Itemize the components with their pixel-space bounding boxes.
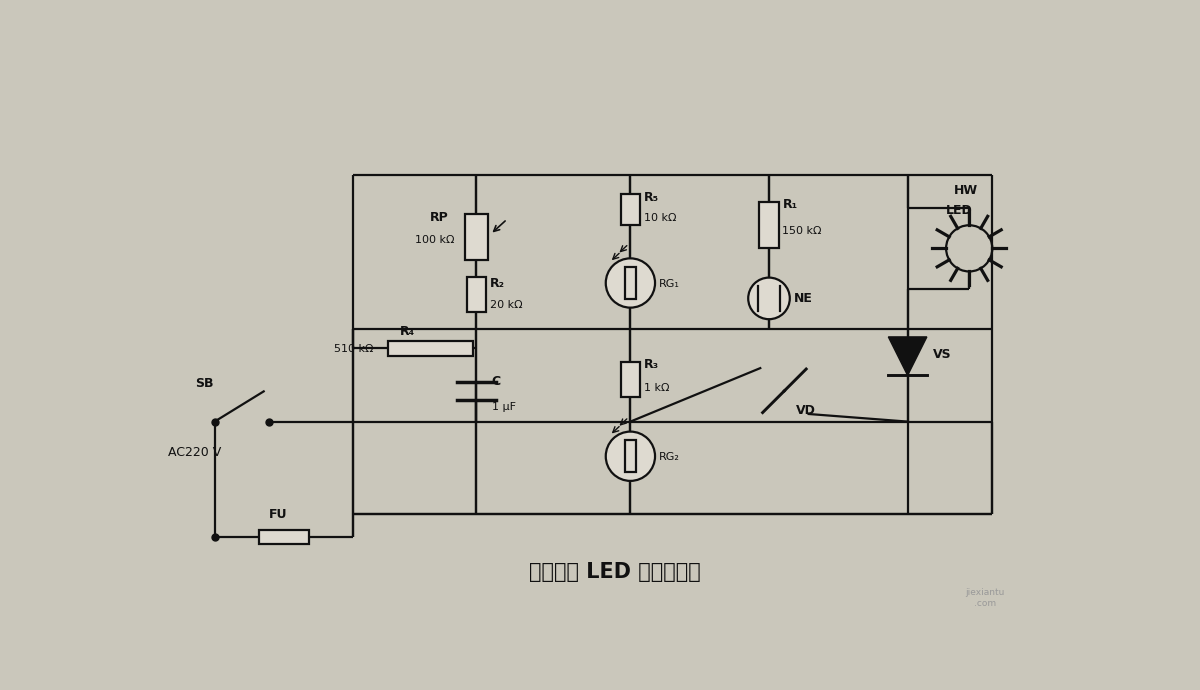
Text: SB: SB	[196, 377, 214, 390]
Text: 20 kΩ: 20 kΩ	[490, 300, 522, 310]
Text: AC220 V: AC220 V	[168, 446, 222, 460]
Bar	[620, 362, 640, 397]
Text: RG₂: RG₂	[659, 452, 679, 462]
Text: .com: .com	[973, 600, 996, 609]
Text: 10 kΩ: 10 kΩ	[644, 213, 677, 224]
Text: 100 kΩ: 100 kΩ	[415, 235, 455, 245]
Text: 楼道光控 LED 灯电路原理: 楼道光控 LED 灯电路原理	[529, 562, 701, 582]
Text: 150 kΩ: 150 kΩ	[782, 226, 822, 237]
Text: 1 kΩ: 1 kΩ	[644, 383, 670, 393]
Text: RP: RP	[431, 211, 449, 224]
Text: FU: FU	[269, 508, 287, 521]
Text: C: C	[492, 375, 500, 388]
Bar	[625, 440, 636, 473]
Text: VD: VD	[796, 404, 816, 417]
Circle shape	[749, 277, 790, 319]
Circle shape	[606, 432, 655, 481]
Text: R₅: R₅	[644, 190, 659, 204]
Bar	[620, 195, 640, 225]
Text: R₃: R₃	[644, 357, 659, 371]
Text: R₄: R₄	[400, 324, 414, 337]
Bar	[625, 267, 636, 299]
Text: 510 kΩ: 510 kΩ	[334, 344, 373, 354]
Polygon shape	[774, 369, 806, 402]
Text: R₁: R₁	[782, 198, 798, 211]
Bar	[467, 277, 486, 312]
Text: R₂: R₂	[490, 277, 505, 290]
Bar	[760, 202, 779, 248]
Text: 1 μF: 1 μF	[492, 402, 516, 412]
Circle shape	[606, 258, 655, 308]
Text: NE: NE	[793, 293, 812, 305]
Polygon shape	[763, 380, 796, 413]
Bar	[259, 530, 308, 544]
Text: jiexiantu: jiexiantu	[965, 588, 1004, 597]
Polygon shape	[888, 337, 926, 375]
Text: LED: LED	[946, 204, 973, 217]
Text: HW: HW	[954, 184, 978, 197]
Bar	[388, 341, 473, 356]
Text: VS: VS	[934, 348, 952, 362]
Bar	[464, 214, 488, 260]
Text: RG₁: RG₁	[659, 279, 679, 289]
